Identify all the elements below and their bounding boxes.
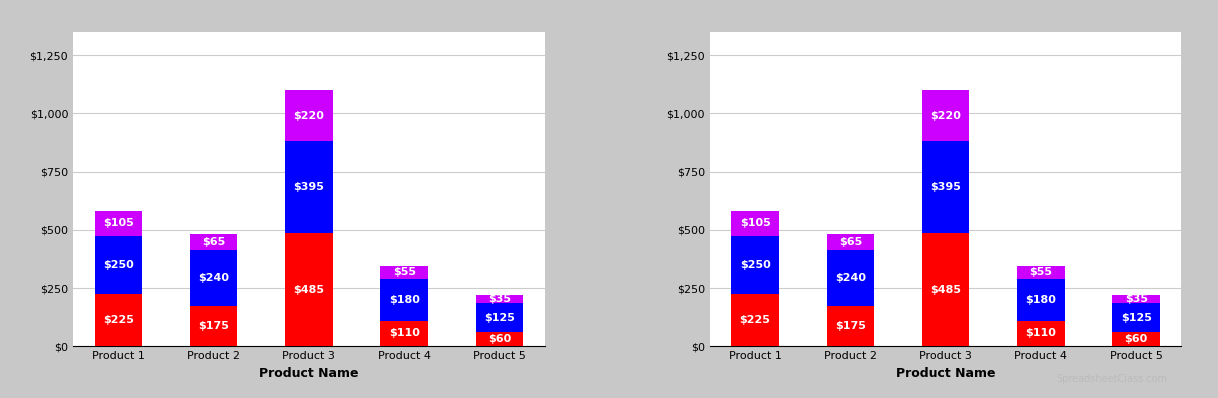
Bar	[731, 294, 778, 346]
Bar	[476, 332, 524, 346]
X-axis label: Product Name: Product Name	[259, 367, 358, 380]
Text: $55: $55	[392, 267, 415, 277]
Text: $220: $220	[294, 111, 324, 121]
Bar	[285, 90, 333, 141]
Text: $105: $105	[104, 219, 134, 228]
Text: $485: $485	[931, 285, 961, 295]
Bar	[827, 250, 875, 306]
Bar	[285, 233, 333, 346]
Legend: Sales Rep 3, Sales Rep 2, Sales Rep 1: Sales Rep 3, Sales Rep 2, Sales Rep 1	[158, 0, 460, 4]
Text: $110: $110	[1026, 328, 1056, 338]
Text: $125: $125	[1121, 313, 1152, 323]
Bar	[285, 141, 333, 233]
Bar	[380, 266, 428, 279]
Text: $175: $175	[834, 321, 866, 331]
Bar	[1112, 303, 1160, 332]
Bar	[731, 236, 778, 294]
Bar	[190, 234, 238, 250]
Bar	[1112, 295, 1160, 303]
Bar	[827, 234, 875, 250]
Bar	[95, 294, 143, 346]
Text: $180: $180	[389, 295, 420, 305]
Text: $65: $65	[202, 237, 225, 247]
Text: $180: $180	[1026, 295, 1056, 305]
Text: $250: $250	[104, 260, 134, 270]
Legend: Sales Rep 3, Sales Rep 2, Sales Rep 1: Sales Rep 3, Sales Rep 2, Sales Rep 1	[794, 0, 1096, 4]
Bar	[380, 279, 428, 321]
Text: $35: $35	[1124, 294, 1147, 304]
Text: $175: $175	[199, 321, 229, 331]
Bar	[1017, 279, 1065, 321]
Bar	[95, 236, 143, 294]
Bar	[731, 211, 778, 236]
Bar	[922, 233, 970, 346]
Text: $225: $225	[739, 315, 771, 325]
Bar	[95, 211, 143, 236]
Text: $240: $240	[199, 273, 229, 283]
Bar	[1017, 321, 1065, 346]
Text: $110: $110	[389, 328, 420, 338]
X-axis label: Product Name: Product Name	[896, 367, 995, 380]
Bar	[190, 250, 238, 306]
Text: $35: $35	[488, 294, 512, 304]
Text: SpreadsheetClass.com: SpreadsheetClass.com	[1056, 374, 1167, 384]
Text: $125: $125	[484, 313, 515, 323]
Bar	[1112, 332, 1160, 346]
Text: $55: $55	[1029, 267, 1052, 277]
Text: $220: $220	[931, 111, 961, 121]
Text: $65: $65	[839, 237, 862, 247]
Text: $395: $395	[931, 182, 961, 192]
Text: $250: $250	[739, 260, 771, 270]
Bar	[922, 141, 970, 233]
Bar	[476, 303, 524, 332]
Text: $395: $395	[294, 182, 324, 192]
Text: $105: $105	[739, 219, 771, 228]
Text: $240: $240	[834, 273, 866, 283]
Bar	[190, 306, 238, 346]
Text: $60: $60	[1124, 334, 1147, 344]
Bar	[827, 306, 875, 346]
Bar	[380, 321, 428, 346]
Bar	[476, 295, 524, 303]
Bar	[922, 90, 970, 141]
Text: $225: $225	[102, 315, 134, 325]
Text: $60: $60	[488, 334, 512, 344]
Text: $485: $485	[294, 285, 324, 295]
Bar	[1017, 266, 1065, 279]
